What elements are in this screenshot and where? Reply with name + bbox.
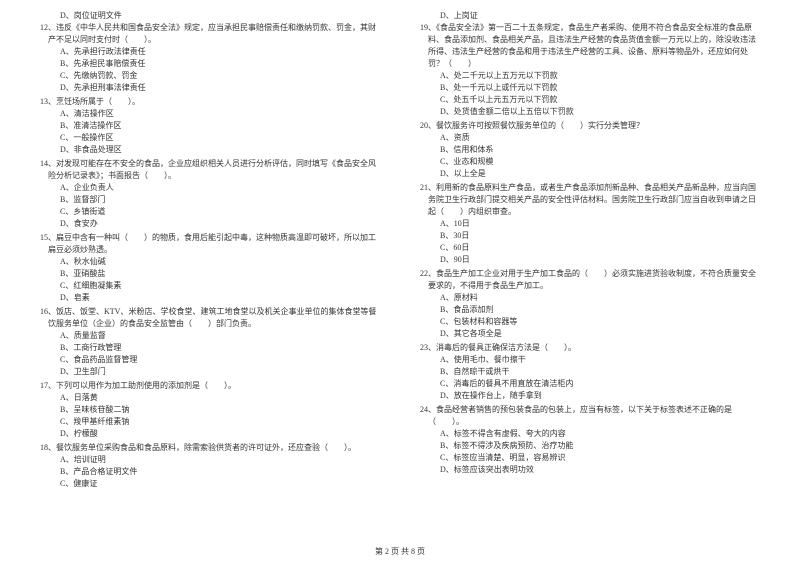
- q24-option-a: A、标签不得含有虚假、夸大的内容: [420, 428, 760, 440]
- right-column: D、上岗证 19、《食品安全法》第一百二十五条规定，食品生产者采购、使用不符合食…: [400, 10, 760, 545]
- question-22: 22、食品生产加工企业对用于生产加工食品的（ ）必须实施进货验收制度，不符合质量…: [420, 268, 760, 340]
- q14-option-c: C、乡镇街道: [40, 206, 380, 218]
- q23-option-b: B、自然晾干或烘干: [420, 366, 760, 378]
- q22-text: 22、食品生产加工企业对用于生产加工食品的（ ）必须实施进货验收制度，不符合质量…: [420, 268, 760, 292]
- q19-option-b: B、处一千元以上或仟元以下罚款: [420, 82, 760, 94]
- q18-option-a: A、培训证明: [40, 454, 380, 466]
- q13-option-d: D、非食品处理区: [40, 144, 380, 156]
- q15-option-a: A、秋水仙碱: [40, 256, 380, 268]
- q20-option-d: D、以上全是: [420, 168, 760, 180]
- q22-option-a: A、原材料: [420, 292, 760, 304]
- q22-option-d: D、其它各项全是: [420, 328, 760, 340]
- question-14: 14、对发现可能存在不安全的食品，企业应组织相关人员进行分析评估，同时填写《食品…: [40, 158, 380, 230]
- q21-option-d: D、90日: [420, 254, 760, 266]
- q12-text: 12、违反《中华人民共和国食品安全法》规定，应当承担民事赔偿责任和缴纳罚款、罚金…: [40, 22, 380, 46]
- q22-option-b: B、食品添加剂: [420, 304, 760, 316]
- q13-text: 13、烹饪场所属于（ ）。: [40, 96, 380, 108]
- question-21: 21、利用新的食品原料生产食品，或者生产食品添加剂新品种、食品相关产品新品种，应…: [420, 182, 760, 266]
- q23-option-a: A、使用毛巾、餐巾擦干: [420, 354, 760, 366]
- question-18: 18、餐饮服务单位采购食品和食品原料，除需索验供货者的许可证外，还应查验（ ）。…: [40, 442, 380, 490]
- q12-option-b: B、先承担民事赔偿责任: [40, 58, 380, 70]
- q15-option-c: C、红细胞凝集素: [40, 280, 380, 292]
- q16-text: 16、饭店、饭堂、KTV、米粉店、学校食堂、建筑工地食堂以及机关企事业单位的集体…: [40, 306, 380, 330]
- q20-option-a: A、资质: [420, 132, 760, 144]
- q14-option-b: B、监督部门: [40, 194, 380, 206]
- question-12: 12、违反《中华人民共和国食品安全法》规定，应当承担民事赔偿责任和缴纳罚款、罚金…: [40, 22, 380, 94]
- q17-option-d: D、柠檬酸: [40, 428, 380, 440]
- q24-text: 24、食品经营者销售的预包装食品的包装上，应当有标签，以下关于标签表述不正确的是…: [420, 404, 760, 428]
- q24-option-b: B、标签不得涉及疾病预防、治疗功能: [420, 440, 760, 452]
- q23-option-c: C、消毒后的餐具不用直放在清洁柜内: [420, 378, 760, 390]
- q15-text: 15、扁豆中含有一种叫（ ）的物质，食用后能引起中毒，这种物质高温即可破坏，所以…: [40, 232, 380, 256]
- q18-text: 18、餐饮服务单位采购食品和食品原料，除需索验供货者的许可证外，还应查验（ ）。: [40, 442, 380, 454]
- q19-option-a: A、处二千元以上五万元以下罚款: [420, 70, 760, 82]
- q21-option-a: A、10日: [420, 218, 760, 230]
- question-23: 23、消毒后的餐具正确保洁方法是（ ）。 A、使用毛巾、餐巾擦干 B、自然晾干或…: [420, 342, 760, 402]
- q21-option-b: B、30日: [420, 230, 760, 242]
- q23-text: 23、消毒后的餐具正确保洁方法是（ ）。: [420, 342, 760, 354]
- page-footer: 第 2 页 共 8 页: [0, 546, 800, 557]
- q24-option-c: C、标签应当清楚、明显，容易辨识: [420, 452, 760, 464]
- q12-option-d: D、先承担刑事法律责任: [40, 82, 380, 94]
- question-24: 24、食品经营者销售的预包装食品的包装上，应当有标签，以下关于标签表述不正确的是…: [420, 404, 760, 476]
- q17-option-c: C、羧甲基纤维素钠: [40, 416, 380, 428]
- q18-option-c: C、健康证: [40, 478, 380, 490]
- question-17: 17、下列可以用作为加工助剂使用的添加剂是（ ）。 A、日落黄 B、呈味核苷酸二…: [40, 380, 380, 440]
- q17-option-b: B、呈味核苷酸二钠: [40, 404, 380, 416]
- question-19: 19、《食品安全法》第一百二十五条规定，食品生产者采购、使用不符合食品安全标准的…: [420, 22, 760, 118]
- q16-option-d: D、卫生部门: [40, 366, 380, 378]
- q14-option-d: D、食安办: [40, 218, 380, 230]
- question-16: 16、饭店、饭堂、KTV、米粉店、学校食堂、建筑工地食堂以及机关企事业单位的集体…: [40, 306, 380, 378]
- q18-option-d: D、上岗证: [420, 10, 760, 22]
- q20-option-b: B、信用和体系: [420, 144, 760, 156]
- q13-option-a: A、清洁操作区: [40, 108, 380, 120]
- q12-option-a: A、先承担行政法律责任: [40, 46, 380, 58]
- q21-option-c: C、60日: [420, 242, 760, 254]
- q13-option-c: C、一般操作区: [40, 132, 380, 144]
- q19-option-c: C、处五千以上元五万元以下罚款: [420, 94, 760, 106]
- q23-option-d: D、放在操作台上，随手拿到: [420, 390, 760, 402]
- q16-option-c: C、食品药品监督管理: [40, 354, 380, 366]
- q17-text: 17、下列可以用作为加工助剂使用的添加剂是（ ）。: [40, 380, 380, 392]
- q15-option-d: D、皂素: [40, 292, 380, 304]
- question-15: 15、扁豆中含有一种叫（ ）的物质，食用后能引起中毒，这种物质高温即可破坏，所以…: [40, 232, 380, 304]
- left-column: D、岗位证明文件 12、违反《中华人民共和国食品安全法》规定，应当承担民事赔偿责…: [40, 10, 400, 545]
- q21-text: 21、利用新的食品原料生产食品，或者生产食品添加剂新品种、食品相关产品新品种，应…: [420, 182, 760, 218]
- q18-option-b: B、产品合格证明文件: [40, 466, 380, 478]
- q14-text: 14、对发现可能存在不安全的食品，企业应组织相关人员进行分析评估，同时填写《食品…: [40, 158, 380, 182]
- question-13: 13、烹饪场所属于（ ）。 A、清洁操作区 B、准清洁操作区 C、一般操作区 D…: [40, 96, 380, 156]
- q20-option-c: C、业态和规模: [420, 156, 760, 168]
- q13-option-b: B、准清洁操作区: [40, 120, 380, 132]
- q20-text: 20、餐饮服务许可按照餐饮服务单位的（ ）实行分类管理？: [420, 120, 760, 132]
- q11-option-d: D、岗位证明文件: [40, 10, 380, 22]
- q12-option-c: C、先缴纳罚款、罚金: [40, 70, 380, 82]
- q17-option-a: A、日落黄: [40, 392, 380, 404]
- q14-option-a: A、企业负责人: [40, 182, 380, 194]
- q16-option-b: B、工商行政管理: [40, 342, 380, 354]
- q24-option-d: D、标签应该突出表明功效: [420, 464, 760, 476]
- q22-option-c: C、包装材料和容器等: [420, 316, 760, 328]
- question-20: 20、餐饮服务许可按照餐饮服务单位的（ ）实行分类管理？ A、资质 B、信用和体…: [420, 120, 760, 180]
- q16-option-a: A、质量监督: [40, 330, 380, 342]
- q15-option-b: B、亚硝酸盐: [40, 268, 380, 280]
- q19-text: 19、《食品安全法》第一百二十五条规定，食品生产者采购、使用不符合食品安全标准的…: [420, 22, 760, 70]
- q19-option-d: D、处货值金额二倍以上五倍以下罚款: [420, 106, 760, 118]
